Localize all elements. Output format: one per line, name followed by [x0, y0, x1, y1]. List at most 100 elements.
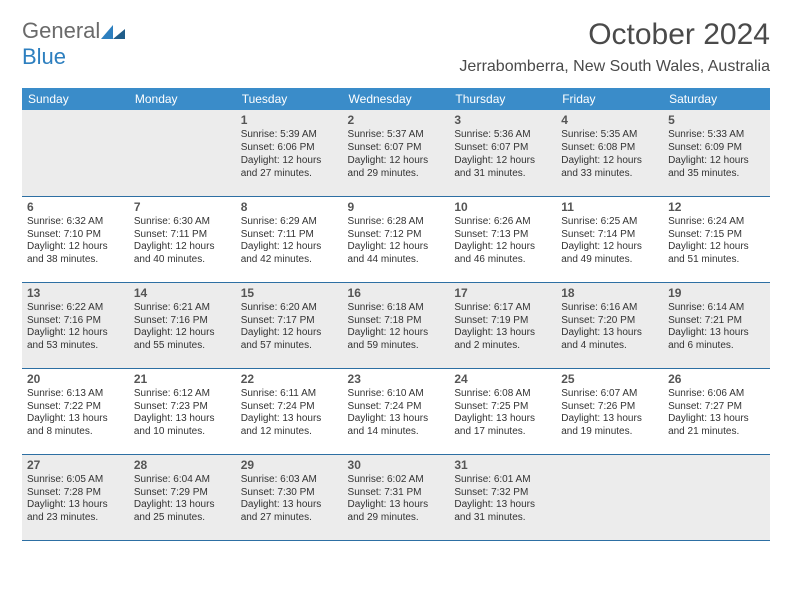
sunset-text: Sunset: 7:21 PM — [668, 315, 765, 328]
calendar-cell-empty — [663, 454, 770, 540]
sunset-text: Sunset: 7:27 PM — [668, 401, 765, 414]
daylight-text: and 4 minutes. — [561, 340, 658, 353]
sunrise-text: Sunrise: 5:35 AM — [561, 129, 658, 142]
day-number: 26 — [668, 372, 765, 387]
sunrise-text: Sunrise: 6:04 AM — [134, 474, 231, 487]
calendar-week-row: 1Sunrise: 5:39 AMSunset: 6:06 PMDaylight… — [22, 110, 770, 196]
day-number: 10 — [454, 200, 551, 215]
day-number: 9 — [348, 200, 445, 215]
daylight-text: Daylight: 12 hours — [348, 241, 445, 254]
daylight-text: and 29 minutes. — [348, 168, 445, 181]
day-number: 25 — [561, 372, 658, 387]
calendar-cell-empty — [22, 110, 129, 196]
sunset-text: Sunset: 6:08 PM — [561, 142, 658, 155]
calendar-week-row: 6Sunrise: 6:32 AMSunset: 7:10 PMDaylight… — [22, 196, 770, 282]
sunset-text: Sunset: 7:14 PM — [561, 229, 658, 242]
sunset-text: Sunset: 7:11 PM — [241, 229, 338, 242]
daylight-text: and 53 minutes. — [27, 340, 124, 353]
calendar-cell: 2Sunrise: 5:37 AMSunset: 6:07 PMDaylight… — [343, 110, 450, 196]
day-number: 19 — [668, 286, 765, 301]
daylight-text: Daylight: 12 hours — [27, 241, 124, 254]
day-header: Sunday — [22, 88, 129, 110]
sunset-text: Sunset: 7:17 PM — [241, 315, 338, 328]
day-header: Friday — [556, 88, 663, 110]
sunset-text: Sunset: 7:25 PM — [454, 401, 551, 414]
calendar-cell: 7Sunrise: 6:30 AMSunset: 7:11 PMDaylight… — [129, 196, 236, 282]
month-title: October 2024 — [459, 18, 770, 52]
calendar-cell: 6Sunrise: 6:32 AMSunset: 7:10 PMDaylight… — [22, 196, 129, 282]
day-number: 14 — [134, 286, 231, 301]
daylight-text: and 31 minutes. — [454, 168, 551, 181]
sunrise-text: Sunrise: 6:14 AM — [668, 302, 765, 315]
sunrise-text: Sunrise: 6:02 AM — [348, 474, 445, 487]
sunrise-text: Sunrise: 6:25 AM — [561, 216, 658, 229]
sunset-text: Sunset: 7:16 PM — [27, 315, 124, 328]
calendar-cell: 31Sunrise: 6:01 AMSunset: 7:32 PMDayligh… — [449, 454, 556, 540]
sunset-text: Sunset: 7:24 PM — [241, 401, 338, 414]
header: General Blue October 2024 Jerrabomberra,… — [22, 18, 770, 84]
sunrise-text: Sunrise: 5:36 AM — [454, 129, 551, 142]
calendar-cell: 17Sunrise: 6:17 AMSunset: 7:19 PMDayligh… — [449, 282, 556, 368]
daylight-text: and 57 minutes. — [241, 340, 338, 353]
day-number: 13 — [27, 286, 124, 301]
day-header: Monday — [129, 88, 236, 110]
daylight-text: Daylight: 13 hours — [561, 327, 658, 340]
sunset-text: Sunset: 7:23 PM — [134, 401, 231, 414]
daylight-text: Daylight: 12 hours — [348, 155, 445, 168]
daylight-text: and 8 minutes. — [27, 426, 124, 439]
daylight-text: and 42 minutes. — [241, 254, 338, 267]
daylight-text: and 21 minutes. — [668, 426, 765, 439]
calendar-cell: 24Sunrise: 6:08 AMSunset: 7:25 PMDayligh… — [449, 368, 556, 454]
day-number: 15 — [241, 286, 338, 301]
day-number: 11 — [561, 200, 658, 215]
calendar-cell: 18Sunrise: 6:16 AMSunset: 7:20 PMDayligh… — [556, 282, 663, 368]
calendar-cell: 13Sunrise: 6:22 AMSunset: 7:16 PMDayligh… — [22, 282, 129, 368]
sunset-text: Sunset: 7:26 PM — [561, 401, 658, 414]
calendar-week-row: 27Sunrise: 6:05 AMSunset: 7:28 PMDayligh… — [22, 454, 770, 540]
sunrise-text: Sunrise: 6:13 AM — [27, 388, 124, 401]
day-number: 16 — [348, 286, 445, 301]
calendar-cell: 1Sunrise: 5:39 AMSunset: 6:06 PMDaylight… — [236, 110, 343, 196]
calendar-cell: 19Sunrise: 6:14 AMSunset: 7:21 PMDayligh… — [663, 282, 770, 368]
day-number: 20 — [27, 372, 124, 387]
daylight-text: and 51 minutes. — [668, 254, 765, 267]
calendar-cell: 26Sunrise: 6:06 AMSunset: 7:27 PMDayligh… — [663, 368, 770, 454]
daylight-text: and 17 minutes. — [454, 426, 551, 439]
calendar-week-row: 20Sunrise: 6:13 AMSunset: 7:22 PM Dayligh… — [22, 368, 770, 454]
day-number: 27 — [27, 458, 124, 473]
calendar-cell: 3Sunrise: 5:36 AMSunset: 6:07 PMDaylight… — [449, 110, 556, 196]
daylight-text: and 40 minutes. — [134, 254, 231, 267]
brand-logo: General Blue — [22, 18, 126, 70]
day-number: 4 — [561, 113, 658, 128]
sunset-text: Sunset: 7:22 PM — [27, 401, 124, 414]
daylight-text: Daylight: 13 hours — [134, 413, 231, 426]
day-number: 23 — [348, 372, 445, 387]
day-number: 2 — [348, 113, 445, 128]
sunrise-text: Sunrise: 6:05 AM — [27, 474, 124, 487]
sunrise-text: Sunrise: 6:08 AM — [454, 388, 551, 401]
sunset-text: Sunset: 7:10 PM — [27, 229, 124, 242]
sunrise-text: Sunrise: 6:03 AM — [241, 474, 338, 487]
daylight-text: Daylight: 13 hours — [241, 413, 338, 426]
daylight-text: Daylight: 13 hours — [561, 413, 658, 426]
title-block: October 2024 Jerrabomberra, New South Wa… — [459, 18, 770, 84]
day-header: Tuesday — [236, 88, 343, 110]
daylight-text: Daylight: 12 hours — [668, 155, 765, 168]
daylight-text: Daylight: 13 hours — [27, 499, 124, 512]
day-number: 18 — [561, 286, 658, 301]
calendar-cell: 12Sunrise: 6:24 AMSunset: 7:15 PMDayligh… — [663, 196, 770, 282]
day-number: 28 — [134, 458, 231, 473]
calendar-cell: 22Sunrise: 6:11 AMSunset: 7:24 PMDayligh… — [236, 368, 343, 454]
sunset-text: Sunset: 7:15 PM — [668, 229, 765, 242]
daylight-text: Daylight: 13 hours — [668, 413, 765, 426]
daylight-text: and 29 minutes. — [348, 512, 445, 525]
calendar-cell: 27Sunrise: 6:05 AMSunset: 7:28 PMDayligh… — [22, 454, 129, 540]
day-number: 22 — [241, 372, 338, 387]
calendar-cell-empty — [556, 454, 663, 540]
daylight-text: and 27 minutes. — [241, 512, 338, 525]
day-number: 21 — [134, 372, 231, 387]
sunset-text: Sunset: 7:13 PM — [454, 229, 551, 242]
daylight-text: and 33 minutes. — [561, 168, 658, 181]
daylight-text: Daylight: 13 hours — [241, 499, 338, 512]
daylight-text: Daylight: 13 hours — [668, 327, 765, 340]
